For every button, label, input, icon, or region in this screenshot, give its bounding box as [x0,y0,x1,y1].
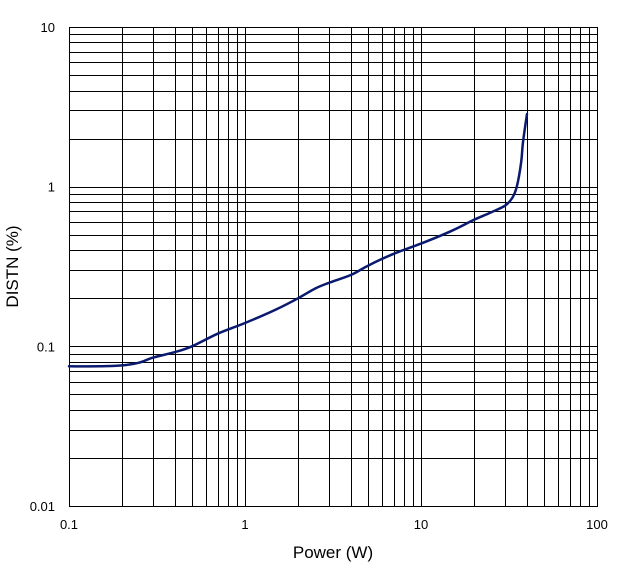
y-tick-label: 1 [48,180,55,195]
x-tick-label: 100 [586,517,608,532]
x-tick-label: 0.1 [60,517,78,532]
series-line [67,112,529,368]
plot-frame [69,27,598,507]
grid-minor [69,27,597,506]
grid-major [69,27,597,506]
y-tick-label: 10 [41,20,55,35]
x-tick-label: 10 [414,517,428,532]
x-axis-label: Power (W) [293,543,373,562]
y-tick-label: 0.1 [37,339,55,354]
x-axis-ticks: 0.1 1 10 100 [60,517,608,532]
y-axis-label: DISTN (%) [3,225,22,307]
y-tick-label: 0.01 [30,499,55,514]
x-tick-label: 1 [241,517,248,532]
y-axis-ticks: 0.01 0.1 1 10 [30,20,55,514]
